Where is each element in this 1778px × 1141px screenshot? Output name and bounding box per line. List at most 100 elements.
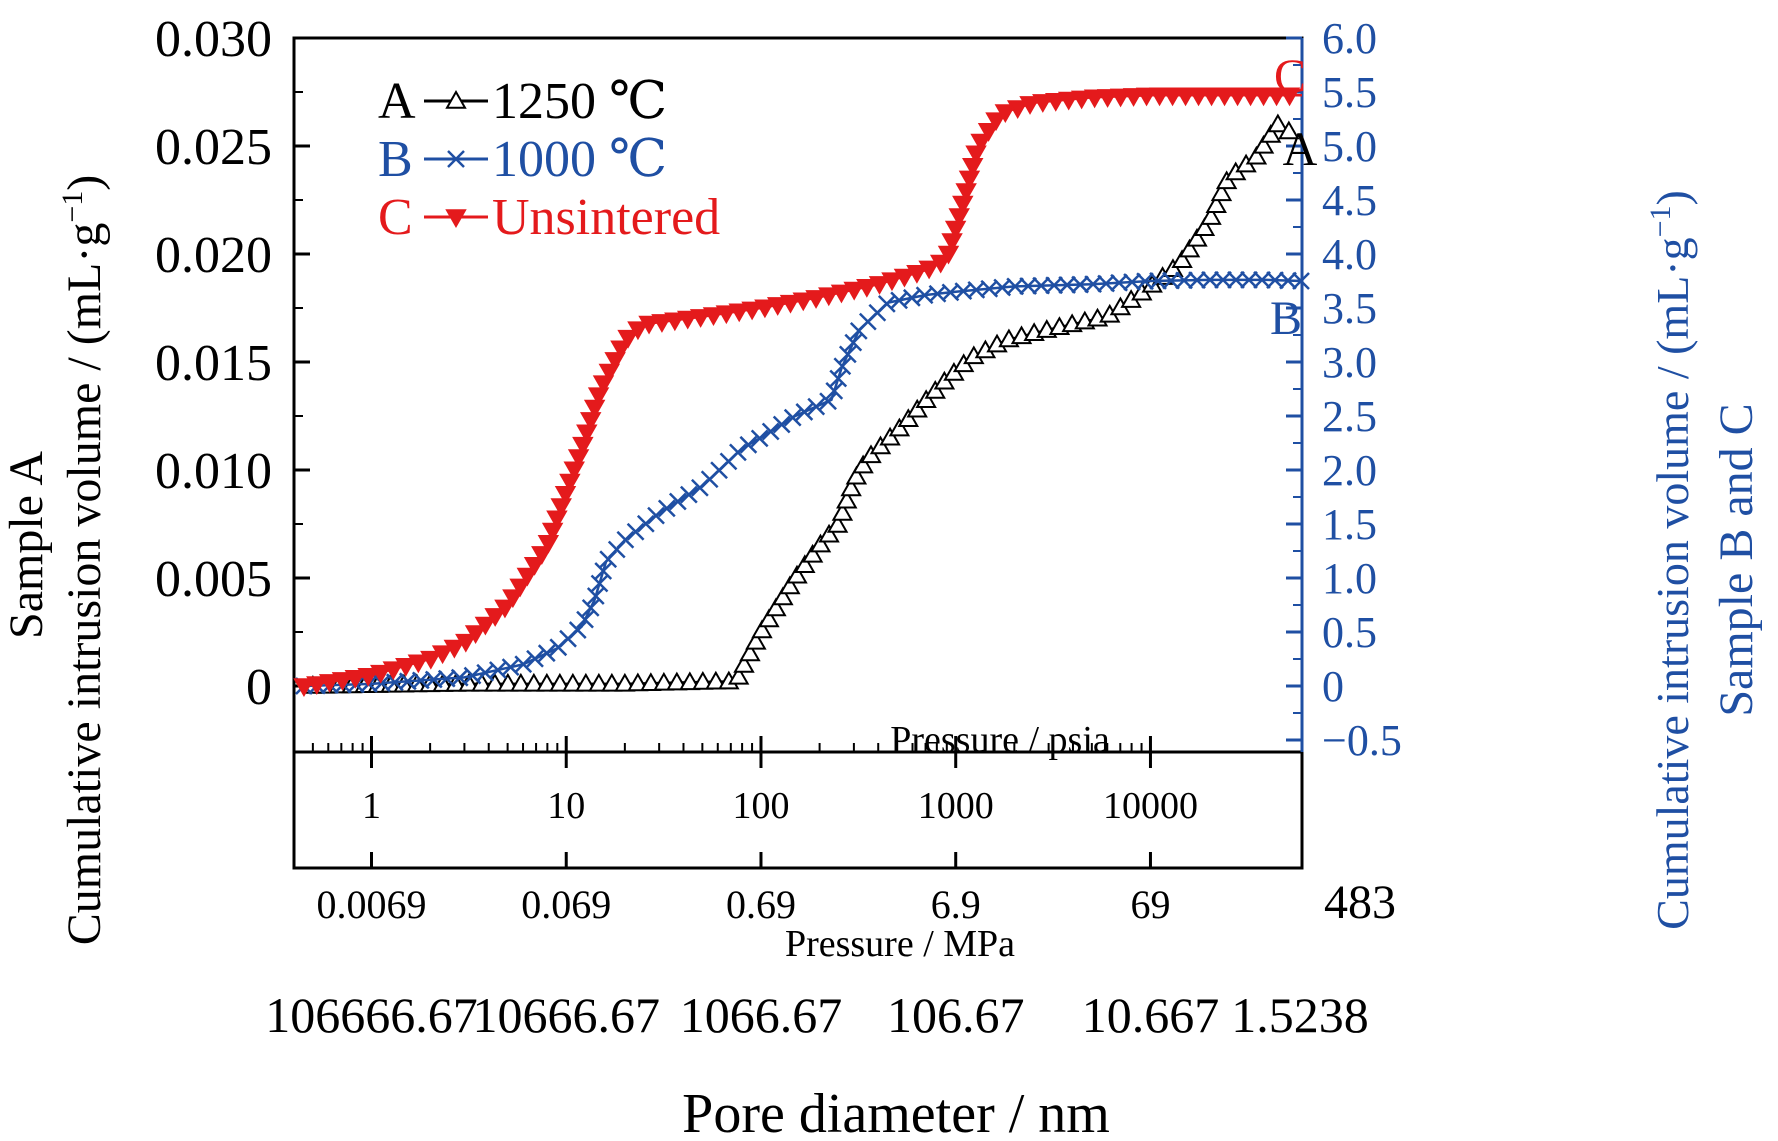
legend-marker [447, 150, 465, 168]
series-B-point [1227, 271, 1245, 289]
psia-tick-label: 10 [547, 785, 585, 827]
x-marker-stroke [795, 403, 814, 421]
series-C-point [843, 281, 865, 301]
series-B-point [838, 345, 857, 364]
series-C-point [443, 639, 466, 659]
x-marker-stroke [537, 644, 556, 663]
series-B-point [761, 422, 780, 441]
x-marker-stroke [833, 357, 852, 376]
series-C-point [994, 104, 1017, 124]
legend-letter: C [378, 189, 413, 246]
series-C-point [1109, 88, 1132, 108]
series-A-point [679, 671, 701, 691]
series-C-point [1252, 87, 1275, 107]
series-B-point [729, 443, 747, 462]
series-B-point [576, 610, 594, 629]
series-B-point [795, 403, 814, 421]
series-A-point [739, 642, 761, 662]
diameter-tick-label: 1066.67 [680, 987, 843, 1043]
series-A-point [786, 564, 808, 584]
x-marker-stroke [1201, 271, 1219, 289]
psia-axis-title: Pressure / psia [890, 719, 1110, 761]
legend-label: 1250 ℃ [492, 73, 667, 130]
series-A-point [906, 398, 928, 418]
series-C-point [1161, 87, 1184, 107]
left-y-title-sample: Sample A [0, 451, 53, 639]
series-A-point [758, 608, 780, 628]
series-B-point [877, 294, 896, 313]
series-C-point [766, 297, 789, 316]
series-C-point [455, 633, 477, 653]
series-C-point [677, 310, 699, 330]
series-A-point [915, 389, 937, 409]
diameter-tick-label: 10666.67 [472, 987, 660, 1043]
series-A-point [809, 533, 832, 553]
series-C-point [1045, 92, 1067, 112]
series-C-point [604, 352, 626, 371]
series-C-point [937, 245, 960, 265]
x-marker-stroke [657, 499, 676, 518]
series-A-point [1259, 124, 1282, 143]
series-C [293, 87, 1302, 698]
series-A-point [1245, 145, 1268, 165]
right-y-title-sample: Sample B and C [1710, 403, 1763, 716]
series-C-point [382, 661, 405, 681]
legend-letter: B [378, 131, 413, 188]
series-C-point [494, 599, 516, 619]
x-marker-stroke [1071, 275, 1090, 294]
series-C-point [955, 183, 977, 202]
legend-item-B: B 1000 ℃ [378, 131, 667, 188]
series-C-point [516, 567, 539, 587]
series-B-point [537, 644, 556, 663]
left-tick-label: 0.010 [155, 443, 272, 500]
series-B-point [1136, 272, 1154, 291]
series-C-point [754, 299, 776, 319]
pressure-mpa-box [292, 750, 1304, 870]
series-C-point [420, 650, 442, 670]
x-marker-stroke [783, 408, 802, 427]
series-B-point [626, 522, 645, 541]
x-marker-stroke [463, 666, 482, 685]
series-B [295, 271, 1310, 695]
legend-item-A: A 1250 ℃ [378, 73, 667, 130]
series-B-point [1045, 276, 1064, 295]
x-marker-stroke [590, 574, 609, 593]
x-marker-stroke [1149, 271, 1167, 290]
series-C-point [598, 363, 621, 383]
legend-marker [445, 89, 467, 109]
series-B-point [772, 415, 791, 434]
series-A-point [1205, 194, 1227, 213]
x-axis-title: Pore diameter / nm [682, 1083, 1110, 1141]
x-marker-stroke [647, 506, 665, 525]
x-marker-stroke [594, 562, 613, 580]
series-C-point [627, 321, 649, 341]
diameter-tick-label: 106666.67 [265, 987, 478, 1043]
right-tick-label: 1.5 [1322, 500, 1377, 549]
series-A-point [888, 417, 911, 437]
series-C-point [944, 220, 967, 240]
main-plot-box [292, 36, 1304, 754]
x-marker-stroke [616, 530, 635, 549]
series-C-point [1070, 90, 1093, 110]
series-C-point [728, 303, 750, 323]
series-B-point [647, 506, 665, 525]
x-marker-stroke [1266, 271, 1284, 290]
x-marker-stroke [1175, 271, 1193, 290]
x-marker-stroke [750, 429, 769, 448]
series-A-point [497, 672, 519, 692]
series-C-point [502, 589, 524, 609]
series-C-point [395, 657, 417, 677]
series-C-point [1019, 96, 1041, 115]
mpa-tick-label: 0.69 [726, 882, 796, 927]
left-y-title-close: ) [58, 175, 111, 191]
series-C-point [664, 312, 686, 332]
right-y-axis: 6.0 5.5 5.0 4.5 4.0 3.5 3.0 2.5 2.0 1.5 1.0 0.5 0 −0.… [1286, 14, 1402, 765]
x-marker-stroke [568, 621, 587, 639]
series-A-point [705, 670, 727, 690]
series-layer: ABC [293, 50, 1318, 698]
diameter-tick-label: 1.5238 [1231, 987, 1369, 1043]
x-marker-stroke [1097, 274, 1115, 293]
right-tick-label: 2.5 [1322, 392, 1377, 441]
series-A-point [471, 672, 493, 692]
right-tick-label: 5.0 [1322, 122, 1377, 171]
